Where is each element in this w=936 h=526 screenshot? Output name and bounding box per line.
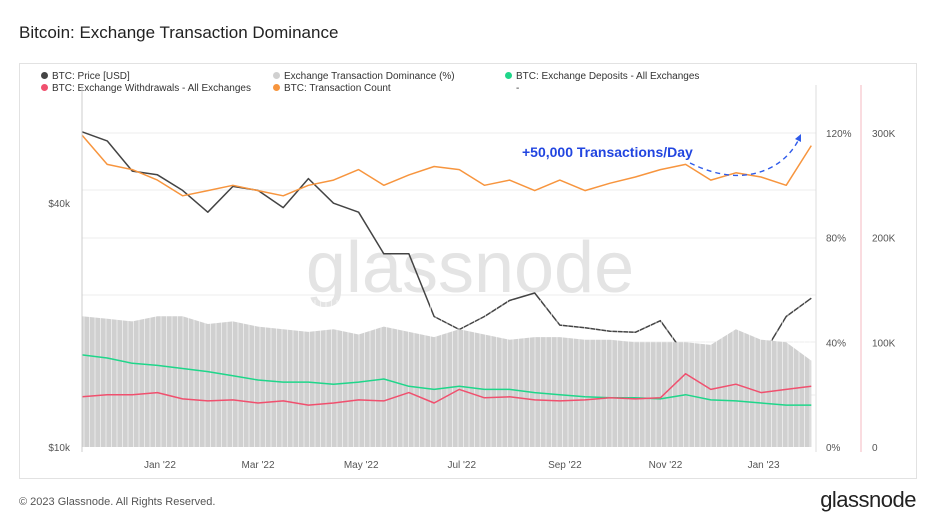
- legend-label: BTC: Price [USD]: [52, 71, 130, 82]
- brand-logo: glassnode: [820, 487, 916, 512]
- legend-label: BTC: Exchange Withdrawals - All Exchange…: [52, 83, 251, 94]
- legend-dot: [41, 72, 48, 79]
- percent-tick-label: 0%: [826, 443, 841, 454]
- legend-label: -: [516, 83, 520, 94]
- legend-dot: [41, 84, 48, 91]
- legend-item-tx-count[interactable]: BTC: Transaction Count: [273, 83, 391, 94]
- deposits-line: [81, 354, 812, 406]
- annotation-arrow: [689, 136, 801, 177]
- legend-item-empty: -: [516, 83, 519, 94]
- legend-item-price[interactable]: BTC: Price [USD]: [41, 71, 130, 82]
- x-tick-label: Jan '22: [144, 460, 176, 471]
- chart-title: Bitcoin: Exchange Transaction Dominance: [19, 23, 339, 42]
- x-tick-label: Jul '22: [447, 460, 476, 471]
- count-tick-label: 100K: [872, 338, 896, 349]
- count-tick-label: 300K: [872, 129, 896, 140]
- legend-dot: [505, 72, 512, 79]
- annotation-arrowhead: [795, 134, 801, 142]
- x-tick-label: Nov '22: [649, 460, 683, 471]
- x-tick-label: Mar '22: [242, 460, 275, 471]
- legend-dot: [273, 72, 280, 79]
- price-tick-label: $40k: [48, 199, 71, 210]
- copyright: © 2023 Glassnode. All Rights Reserved.: [19, 496, 216, 508]
- legend-label: BTC: Transaction Count: [284, 83, 391, 94]
- count-tick-label: 0: [872, 443, 878, 454]
- legend-label: Exchange Transaction Dominance (%): [284, 71, 455, 82]
- x-tick-label: May '22: [344, 460, 379, 471]
- withdrawals-line: [81, 372, 812, 406]
- x-tick-label: Jan '23: [748, 460, 780, 471]
- tx-count-line: [81, 134, 812, 197]
- legend-label: BTC: Exchange Deposits - All Exchanges: [516, 71, 700, 82]
- percent-tick-label: 120%: [826, 129, 852, 140]
- count-tick-label: 200K: [872, 234, 896, 245]
- percent-tick-label: 40%: [826, 338, 846, 349]
- legend-item-deposits[interactable]: BTC: Exchange Deposits - All Exchanges: [505, 71, 699, 82]
- percent-tick-label: 80%: [826, 234, 846, 245]
- legend-dot: [273, 84, 280, 91]
- watermark: glassnode: [306, 228, 634, 308]
- annotation-text: +50,000 Transactions/Day: [522, 144, 693, 160]
- legend-item-dominance[interactable]: Exchange Transaction Dominance (%): [273, 71, 455, 82]
- price-tick-label: $10k: [48, 443, 71, 454]
- x-tick-label: Sep '22: [548, 460, 582, 471]
- legend-item-withdrawals[interactable]: BTC: Exchange Withdrawals - All Exchange…: [41, 83, 251, 94]
- chart-frame: [19, 63, 917, 479]
